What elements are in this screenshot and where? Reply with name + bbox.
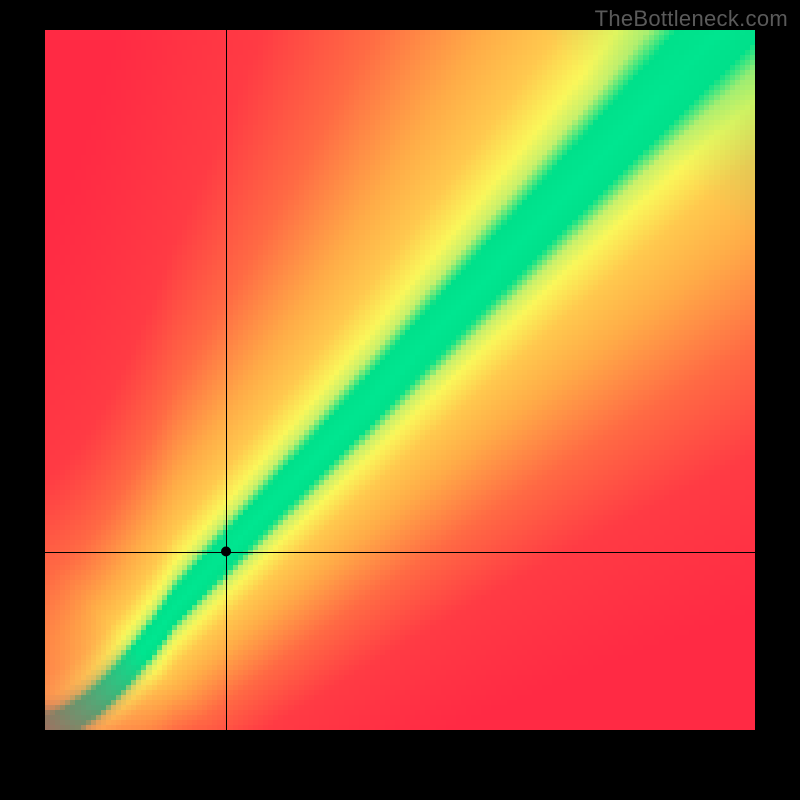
crosshair-overlay — [45, 30, 755, 730]
watermark-text: TheBottleneck.com — [595, 6, 788, 32]
chart-outer: TheBottleneck.com — [0, 0, 800, 800]
